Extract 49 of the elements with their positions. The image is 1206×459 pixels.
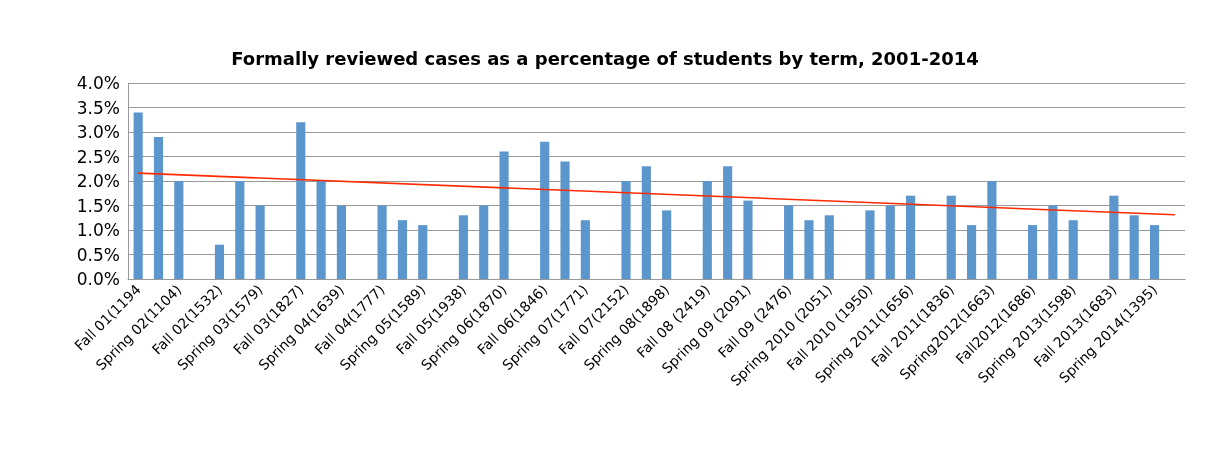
bar bbox=[377, 205, 387, 279]
bar bbox=[174, 181, 184, 279]
bar bbox=[1129, 215, 1139, 279]
bar bbox=[133, 112, 143, 279]
bar bbox=[906, 195, 916, 279]
bar bbox=[784, 205, 794, 279]
bar bbox=[1027, 225, 1038, 279]
bar bbox=[296, 122, 306, 279]
bar bbox=[885, 205, 895, 279]
bar bbox=[987, 181, 997, 279]
bar bbox=[662, 210, 672, 279]
y-tick-label: 4.0% bbox=[76, 73, 120, 93]
bar bbox=[336, 205, 347, 279]
bar bbox=[540, 141, 550, 279]
y-tick-label: 1.5% bbox=[76, 195, 120, 216]
bar bbox=[804, 220, 814, 279]
bar bbox=[702, 181, 712, 279]
bar bbox=[255, 205, 265, 279]
bar bbox=[499, 151, 509, 279]
bar bbox=[1149, 225, 1160, 279]
bar bbox=[743, 200, 753, 279]
y-tick-label: 0.5% bbox=[76, 244, 120, 265]
bar bbox=[865, 210, 875, 279]
bar bbox=[214, 244, 225, 279]
bar bbox=[946, 195, 956, 279]
chart-title: Formally reviewed cases as a percentage of students by term, 2001-2014 bbox=[231, 47, 979, 69]
bar bbox=[458, 215, 468, 279]
bar bbox=[641, 166, 651, 279]
bar bbox=[621, 181, 631, 279]
bar bbox=[1068, 220, 1078, 279]
y-tick-label: 3.5% bbox=[76, 97, 120, 118]
bar bbox=[153, 136, 164, 279]
bar bbox=[235, 181, 245, 279]
bar bbox=[418, 225, 428, 279]
y-tick-label: 2.0% bbox=[76, 171, 120, 191]
bar bbox=[580, 220, 590, 279]
y-tick-label: 0.0% bbox=[76, 269, 120, 289]
bar bbox=[397, 220, 407, 279]
bar bbox=[1109, 195, 1119, 279]
bar bbox=[723, 166, 733, 279]
bar bbox=[966, 225, 977, 279]
bar bbox=[1048, 205, 1058, 279]
y-tick-label: 1.0% bbox=[76, 220, 120, 240]
y-tick-label: 3.0% bbox=[76, 122, 120, 142]
bar bbox=[479, 205, 489, 279]
bar bbox=[824, 215, 834, 279]
bar bbox=[560, 161, 570, 279]
bar bbox=[316, 181, 326, 279]
y-tick-label: 2.5% bbox=[76, 146, 120, 167]
